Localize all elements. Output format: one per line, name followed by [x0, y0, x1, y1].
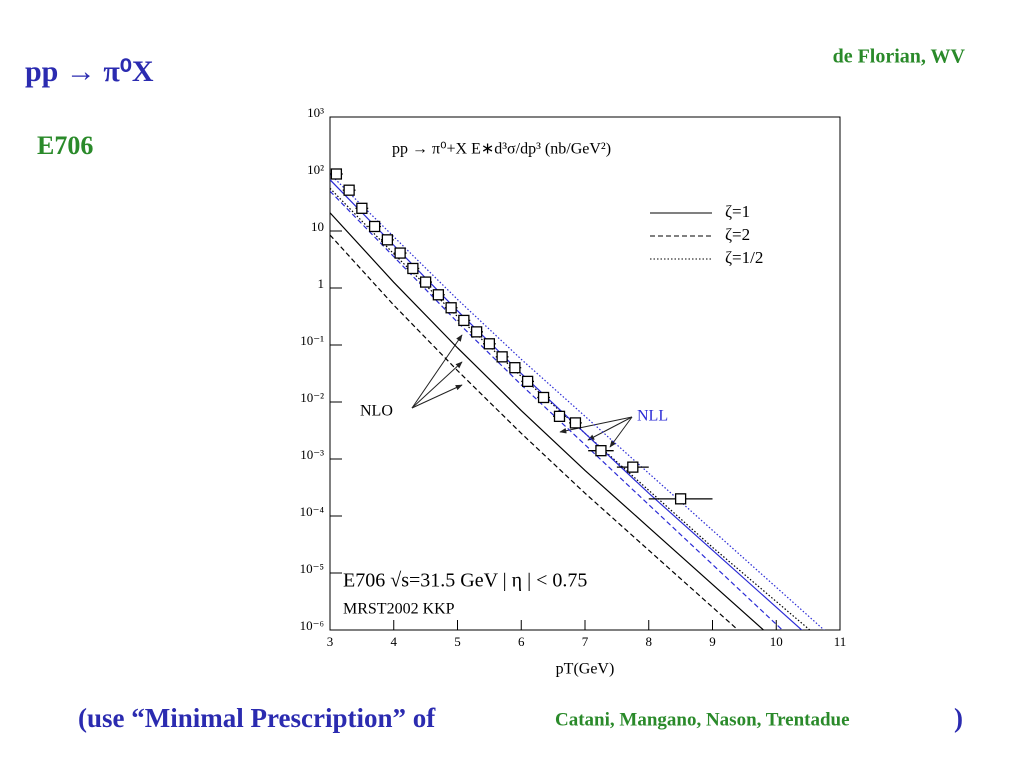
footer-paren: ) [954, 703, 963, 733]
legend-label: ζ=2 [725, 225, 750, 244]
data-point [343, 184, 355, 196]
y-tick-label: 10 [311, 219, 324, 234]
curve [330, 173, 825, 630]
data-point [419, 276, 432, 288]
y-tick-label: 10⁻² [300, 390, 324, 405]
data-point [356, 202, 368, 214]
nll-label: NLL [637, 408, 668, 425]
arrow [587, 416, 633, 441]
nlo-arrows [411, 334, 633, 448]
data-point [496, 351, 508, 363]
y-tick-label: 10⁻⁴ [300, 504, 325, 519]
x-axis-label: pT(GeV) [556, 661, 615, 678]
y-tick-label: 10⁻¹ [300, 333, 324, 348]
annotation: E706 √s=31.5 GeV | η | < 0.75 [343, 570, 587, 592]
data-point [521, 375, 534, 388]
data-point [470, 326, 483, 338]
data-point [674, 493, 687, 505]
data-point [394, 247, 406, 259]
x-tick-label: 7 [582, 634, 589, 649]
curve [330, 234, 739, 630]
data-point [483, 338, 496, 350]
data-point [509, 362, 521, 374]
arrow [559, 416, 633, 434]
x-tick-label: 8 [646, 634, 653, 649]
y-tick-label: 1 [318, 276, 325, 291]
arrow [609, 416, 633, 448]
author: de Florian, WV [833, 46, 966, 68]
curve [330, 190, 784, 630]
x-tick-label: 10 [770, 634, 783, 649]
annotation: MRST2002 KKP [343, 601, 455, 618]
x-tick-label: 11 [834, 634, 847, 649]
footer-names: Catani, Mangano, Nason, Trentadue [555, 709, 850, 730]
data-point [553, 410, 566, 423]
data-point [445, 302, 457, 314]
data-point [458, 314, 470, 327]
data-point [407, 262, 419, 275]
chart-title: pp → π⁰+X E∗d³σ/dp³ (nb/GeV²) [392, 141, 611, 158]
data-point [432, 289, 445, 301]
y-tick-label: 10⁻³ [300, 447, 324, 462]
data-point [569, 417, 582, 429]
y-tick-label: 10⁻⁶ [300, 618, 324, 633]
legend-label: ζ=1 [725, 202, 750, 221]
experiment: E706 [37, 131, 93, 160]
footer-text: (use “Minimal Prescription” of [78, 703, 436, 733]
y-tick-label: 10⁻⁵ [300, 561, 324, 576]
data-point [627, 461, 639, 473]
arrow [411, 384, 463, 409]
data-point [595, 445, 607, 457]
x-tick-label: 3 [327, 634, 334, 649]
data-point [368, 220, 381, 233]
arrow [411, 361, 463, 409]
data-point [537, 391, 550, 404]
nlo-label: NLO [360, 403, 393, 420]
x-tick-label: 4 [391, 634, 398, 649]
x-tick-label: 5 [454, 634, 461, 649]
arrow [411, 334, 463, 409]
legend-label: ζ=1/2 [725, 248, 763, 267]
data-point [381, 234, 394, 246]
x-tick-label: 6 [518, 634, 525, 649]
y-tick-label: 10³ [307, 105, 324, 120]
data-point [330, 168, 343, 180]
slide-title: pp → π⁰X [25, 55, 154, 88]
y-tick-label: 10² [307, 162, 324, 177]
plot-frame [329, 116, 841, 631]
curve [330, 212, 765, 630]
x-tick-label: 9 [709, 634, 716, 649]
